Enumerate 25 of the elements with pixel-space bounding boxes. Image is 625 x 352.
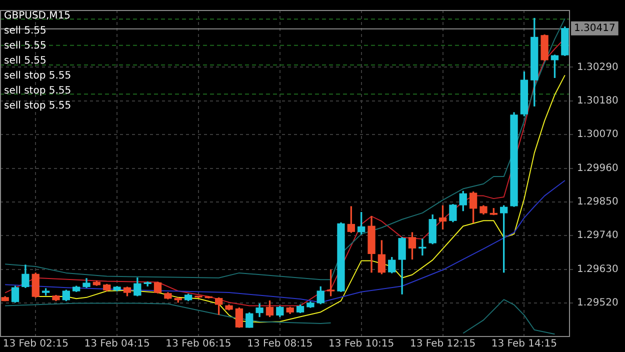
annotation: sell stop 5.55 bbox=[4, 70, 72, 82]
x-tick-label: 13 Feb 04:15 bbox=[84, 338, 150, 350]
ref-line-label: 1.30417 bbox=[574, 22, 616, 34]
candlestick bbox=[42, 288, 50, 296]
annotation: sell 5.55 bbox=[4, 26, 46, 37]
x-tick-label: 13 Feb 06:15 bbox=[166, 338, 232, 350]
y-tick-label: 1.30070 bbox=[577, 129, 618, 140]
chart-title: GBPUSD,M15 bbox=[4, 10, 71, 22]
x-tick-label: 13 Feb 12:15 bbox=[410, 338, 476, 350]
annotation: sell 5.55 bbox=[4, 56, 46, 67]
x-tick-label: 13 Feb 08:15 bbox=[247, 338, 313, 350]
annotation: sell stop 5.55 bbox=[4, 100, 72, 112]
annotation: sell stop 5.55 bbox=[4, 86, 72, 97]
y-tick-label: 1.29740 bbox=[577, 230, 618, 242]
y-tick-label: 1.30290 bbox=[577, 62, 618, 73]
y-tick-label: 1.29960 bbox=[577, 162, 618, 174]
y-tick-label: 1.29520 bbox=[577, 298, 618, 309]
x-tick-label: 13 Feb 10:15 bbox=[328, 338, 394, 350]
annotation: sell 5.55 bbox=[4, 40, 46, 52]
candlestick bbox=[326, 270, 335, 296]
y-tick-label: 1.29630 bbox=[577, 264, 618, 275]
x-tick-label: 13 Feb 02:15 bbox=[2, 338, 68, 350]
y-tick-label: 1.29850 bbox=[577, 196, 618, 208]
x-tick-label: 13 Feb 14:15 bbox=[491, 338, 557, 350]
y-tick-label: 1.30180 bbox=[577, 96, 618, 107]
